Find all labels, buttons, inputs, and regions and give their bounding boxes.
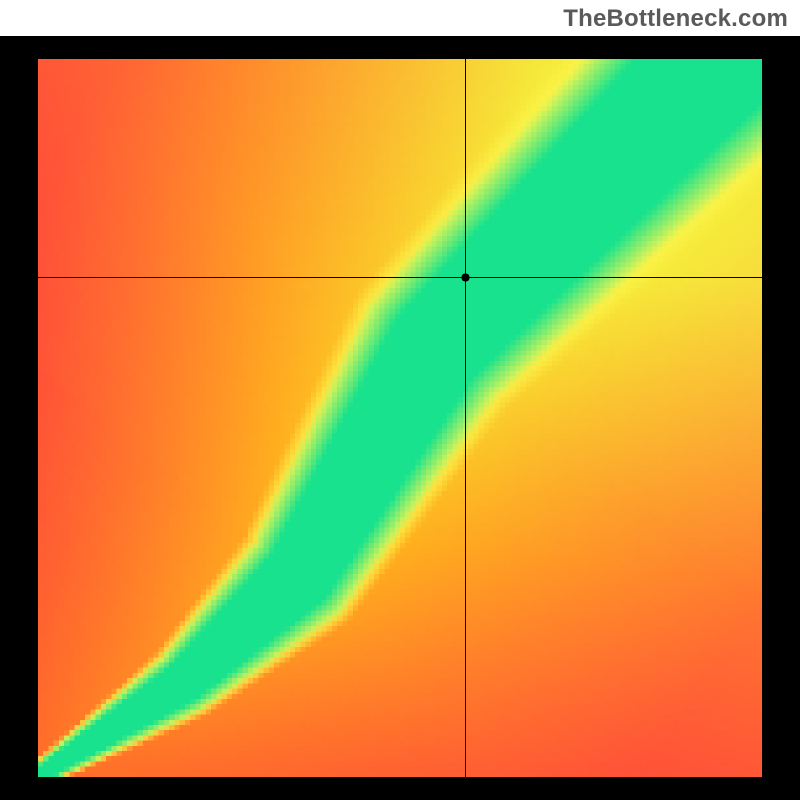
screenshot-root: TheBottleneck.com [0,0,800,800]
plot-frame [0,36,800,800]
crosshair-overlay [38,59,762,777]
watermark-text: TheBottleneck.com [563,5,788,33]
